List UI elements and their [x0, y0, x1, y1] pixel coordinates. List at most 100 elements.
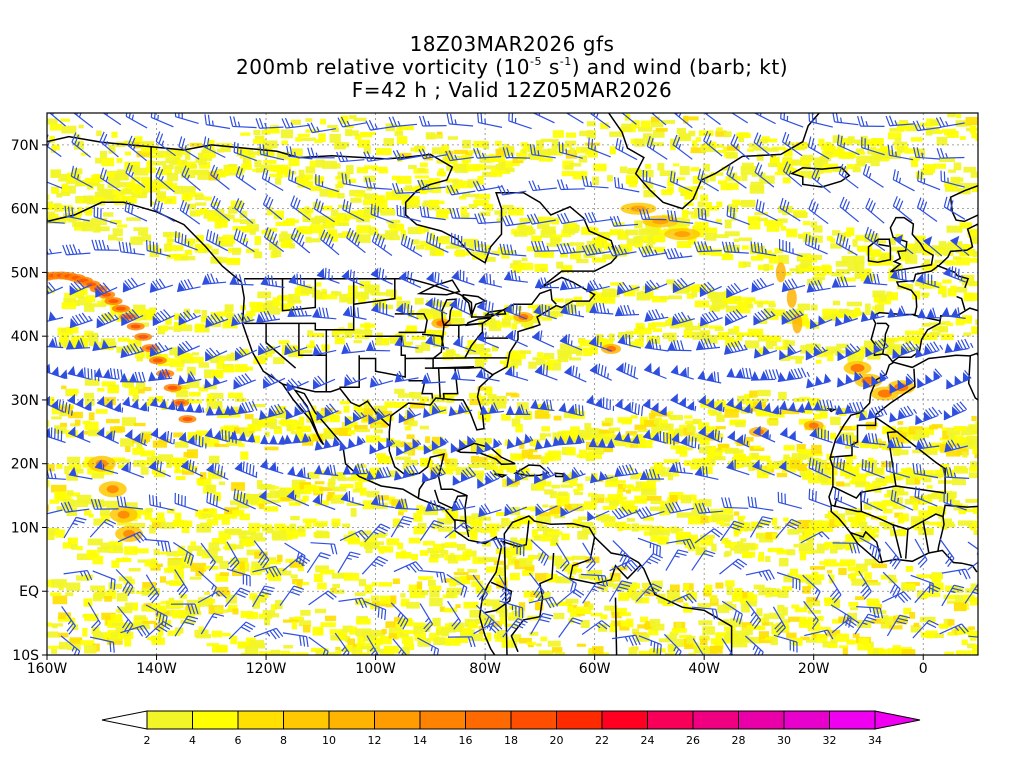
wind-barb — [865, 197, 885, 224]
border-ghana-ivory-coast — [904, 529, 909, 559]
wind-barb — [476, 113, 503, 128]
wind-barb — [964, 583, 978, 604]
wind-barb — [887, 437, 912, 449]
wind-barb — [939, 538, 955, 567]
wind-barb — [589, 363, 612, 381]
wind-barb — [881, 591, 912, 603]
wind-barb — [497, 184, 527, 196]
wind-barb — [472, 574, 489, 603]
wind-barb — [205, 313, 229, 328]
wind-barb — [804, 629, 834, 640]
latitude-tick-label: 70N — [11, 138, 39, 154]
colorbar-level-label: 32 — [823, 734, 837, 747]
coast-europe — [870, 223, 978, 363]
wind-barb — [145, 574, 160, 604]
wind-barb — [643, 429, 675, 446]
wind-barb — [586, 279, 610, 293]
wind-barb — [665, 549, 689, 571]
border-nicaragua-costa-rica — [453, 519, 466, 522]
wind-barb — [839, 196, 859, 223]
coast-cuba — [455, 442, 516, 466]
wind-barb — [967, 555, 978, 571]
wind-barb — [150, 427, 175, 445]
wind-barb — [475, 604, 495, 632]
wind-barb — [860, 490, 883, 512]
wind-barb — [697, 370, 722, 384]
wind-barb — [444, 522, 473, 539]
wind-barb — [174, 615, 199, 637]
colorbar-swatch — [419, 710, 466, 730]
wind-barb — [727, 430, 750, 448]
wind-barb — [120, 371, 146, 383]
border-tennessee-line — [405, 357, 508, 360]
wind-barb — [807, 136, 830, 160]
longitude-tick-label: 40W — [688, 661, 720, 677]
title-line-2-part-2: s — [541, 55, 560, 79]
wind-barb — [178, 136, 200, 160]
wind-barb — [753, 308, 776, 326]
wind-barb — [146, 240, 171, 257]
wind-barb — [584, 211, 614, 224]
colorbar-level-label: 22 — [595, 734, 609, 747]
wind-barb — [703, 130, 723, 157]
wind-barb — [368, 408, 391, 425]
wind-barb — [808, 457, 832, 479]
wind-barb — [884, 541, 901, 570]
wind-barb — [721, 497, 749, 509]
wind-barb — [370, 267, 393, 285]
colorbar-swatch — [328, 710, 375, 730]
border-western-sahara-morocco — [829, 368, 916, 459]
wind-barb — [425, 334, 449, 349]
wind-barb — [451, 269, 475, 286]
wind-barb — [391, 183, 420, 194]
wind-barb — [865, 338, 889, 358]
wind-barb — [854, 613, 879, 635]
border-four-corners — [298, 323, 328, 392]
wind-barb — [556, 179, 585, 191]
wind-barb — [607, 244, 637, 257]
wind-barb — [395, 302, 419, 320]
wind-barb — [71, 132, 91, 158]
wind-barb — [692, 638, 707, 655]
wind-barb — [99, 167, 121, 192]
wind-barb — [778, 344, 802, 361]
latitude-tick-label: 20N — [11, 457, 39, 473]
wind-barb — [892, 169, 915, 192]
wind-barb — [228, 621, 256, 640]
latitude-tick-label: 10S — [12, 648, 39, 664]
colorbar-swatch — [192, 710, 239, 730]
wind-barb — [366, 466, 392, 481]
wind-barb — [808, 488, 832, 508]
wind-barb — [226, 541, 240, 571]
wind-barb — [663, 633, 682, 655]
wind-barb — [395, 438, 422, 457]
wind-barb — [663, 247, 693, 260]
wind-barb — [89, 518, 117, 538]
wind-barb — [559, 333, 583, 351]
wind-barb — [835, 433, 859, 449]
wind-barb — [446, 573, 468, 598]
wind-barb — [562, 466, 586, 483]
border-us-canada — [244, 276, 557, 318]
colorbar: 2 4 6 8 10 12 14 16 18 20 22 24 26 28 30 32 34 — [101, 710, 921, 747]
wind-barb — [726, 164, 747, 189]
wind-barb — [452, 466, 477, 486]
wind-barb — [286, 378, 309, 393]
wind-barb — [916, 272, 940, 289]
wind-barb — [835, 233, 858, 256]
colorbar-level-label: 20 — [550, 734, 564, 747]
wind-barb — [449, 298, 472, 316]
wind-barb — [320, 229, 340, 256]
wind-barb — [306, 552, 331, 574]
wind-barb — [778, 239, 803, 257]
wind-barb — [882, 571, 901, 599]
wind-barb — [730, 134, 750, 160]
wind-barb — [750, 369, 781, 381]
wind-barb — [863, 273, 888, 286]
border-louisiana — [408, 380, 434, 399]
plot-area — [47, 113, 978, 655]
colorbar-level-label: 26 — [686, 734, 700, 747]
wind-barb — [394, 370, 419, 383]
wind-barb — [941, 584, 965, 607]
wind-barb — [559, 278, 584, 291]
